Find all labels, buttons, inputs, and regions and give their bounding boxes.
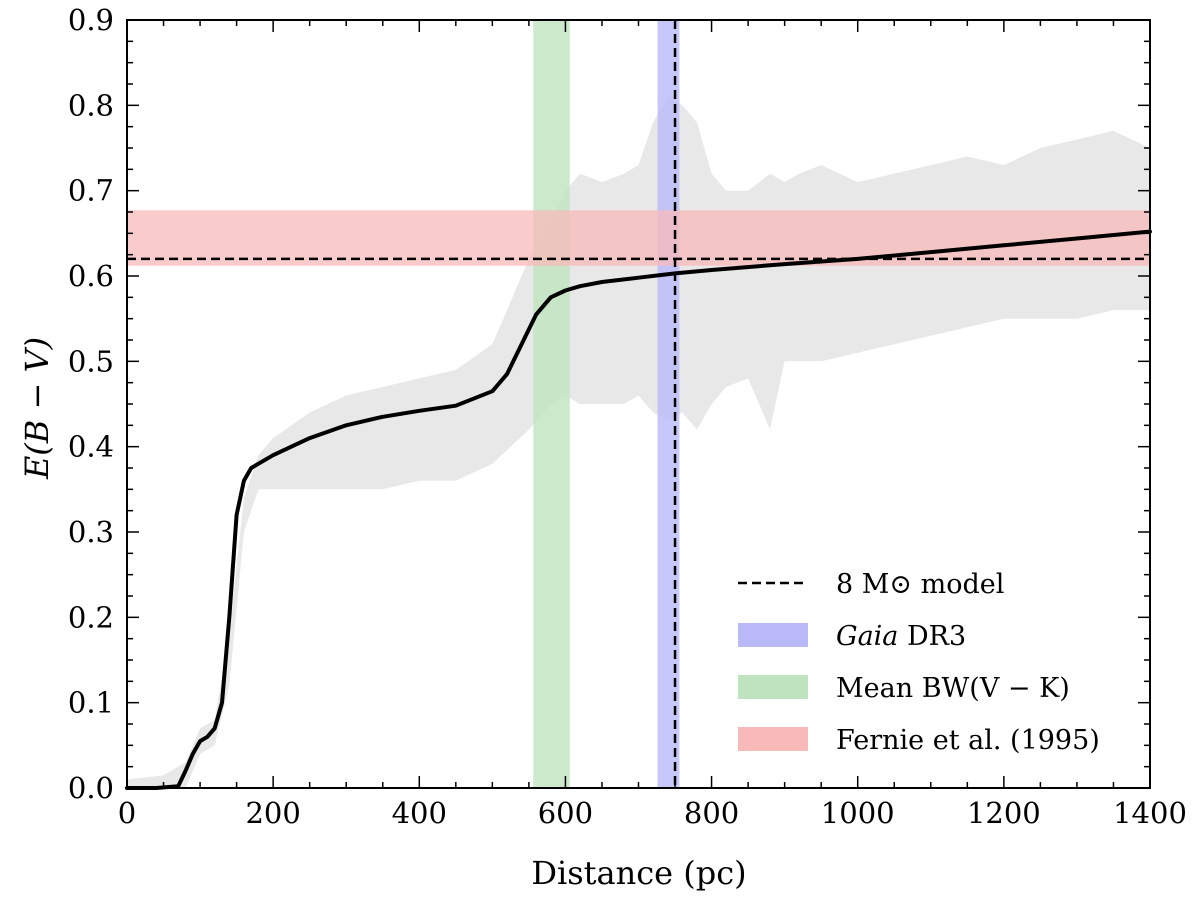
legend-swatch-patch (738, 727, 808, 751)
series-line-0 (125, 229, 1152, 790)
legend-swatch-patch (738, 623, 808, 647)
y-tick-label: 0.9 (68, 3, 114, 37)
x-tick-label: 600 (538, 796, 593, 830)
y-axis-title-text: E(B − V) (18, 337, 56, 480)
legend: 8 M⊙ model Gaia DR3 Mean BW(V − K) Fernie e… (738, 569, 1100, 756)
x-axis-title: Distance (pc) (531, 854, 746, 892)
legend-label: Mean BW(V − K) (836, 673, 1070, 704)
y-tick-label: 0.6 (68, 259, 114, 293)
y-tick-label: 0.7 (68, 174, 114, 208)
tick-labels-layer: 0 200 400 600 800 1000 1200 1400 0.0 0.1 0.2 0.3 0.4… (68, 3, 1187, 830)
y-tick-label: 0.2 (68, 600, 114, 634)
y-tick-label: 0.5 (68, 344, 114, 378)
x-tick-label: 1400 (1113, 796, 1187, 830)
uncertainty-band-layer (127, 96, 1150, 789)
legend-entry-1: Gaia DR3 (738, 621, 966, 652)
legend-entry-3: Fernie et al. (1995) (738, 725, 1100, 756)
x-tick-label: 1000 (821, 796, 895, 830)
x-tick-label: 0 (118, 796, 136, 830)
y-tick-label: 0.0 (68, 771, 114, 805)
x-tick-label: 1200 (967, 796, 1041, 830)
legend-label: Gaia DR3 (836, 621, 966, 652)
band-horizontal-2 (127, 210, 1150, 266)
legend-label: 8 M⊙ model (836, 569, 1004, 600)
legend-swatch-patch (738, 675, 808, 699)
legend-label-italic: Gaia (836, 621, 898, 652)
legend-entry-0: 8 M⊙ model (738, 569, 1004, 600)
x-tick-label: 400 (392, 796, 447, 830)
uncertainty-band (127, 96, 1150, 789)
y-tick-label: 0.4 (68, 430, 114, 464)
y-tick-label: 0.1 (68, 686, 114, 720)
band-vertical-1 (533, 20, 570, 788)
reference-lines-layer (127, 20, 1150, 788)
series-layer (125, 229, 1152, 790)
legend-label-rest: DR3 (898, 621, 966, 652)
ticks-layer (126, 19, 1151, 789)
y-tick-label: 0.3 (68, 515, 114, 549)
y-tick-label: 0.8 (68, 88, 114, 122)
legend-label: Fernie et al. (1995) (836, 725, 1100, 756)
legend-entry-2: Mean BW(V − K) (738, 673, 1070, 704)
x-tick-label: 200 (245, 796, 300, 830)
x-tick-label: 800 (684, 796, 739, 830)
y-axis-title: E(B − V) (18, 337, 56, 480)
horizontal-bands-layer (127, 210, 1150, 266)
